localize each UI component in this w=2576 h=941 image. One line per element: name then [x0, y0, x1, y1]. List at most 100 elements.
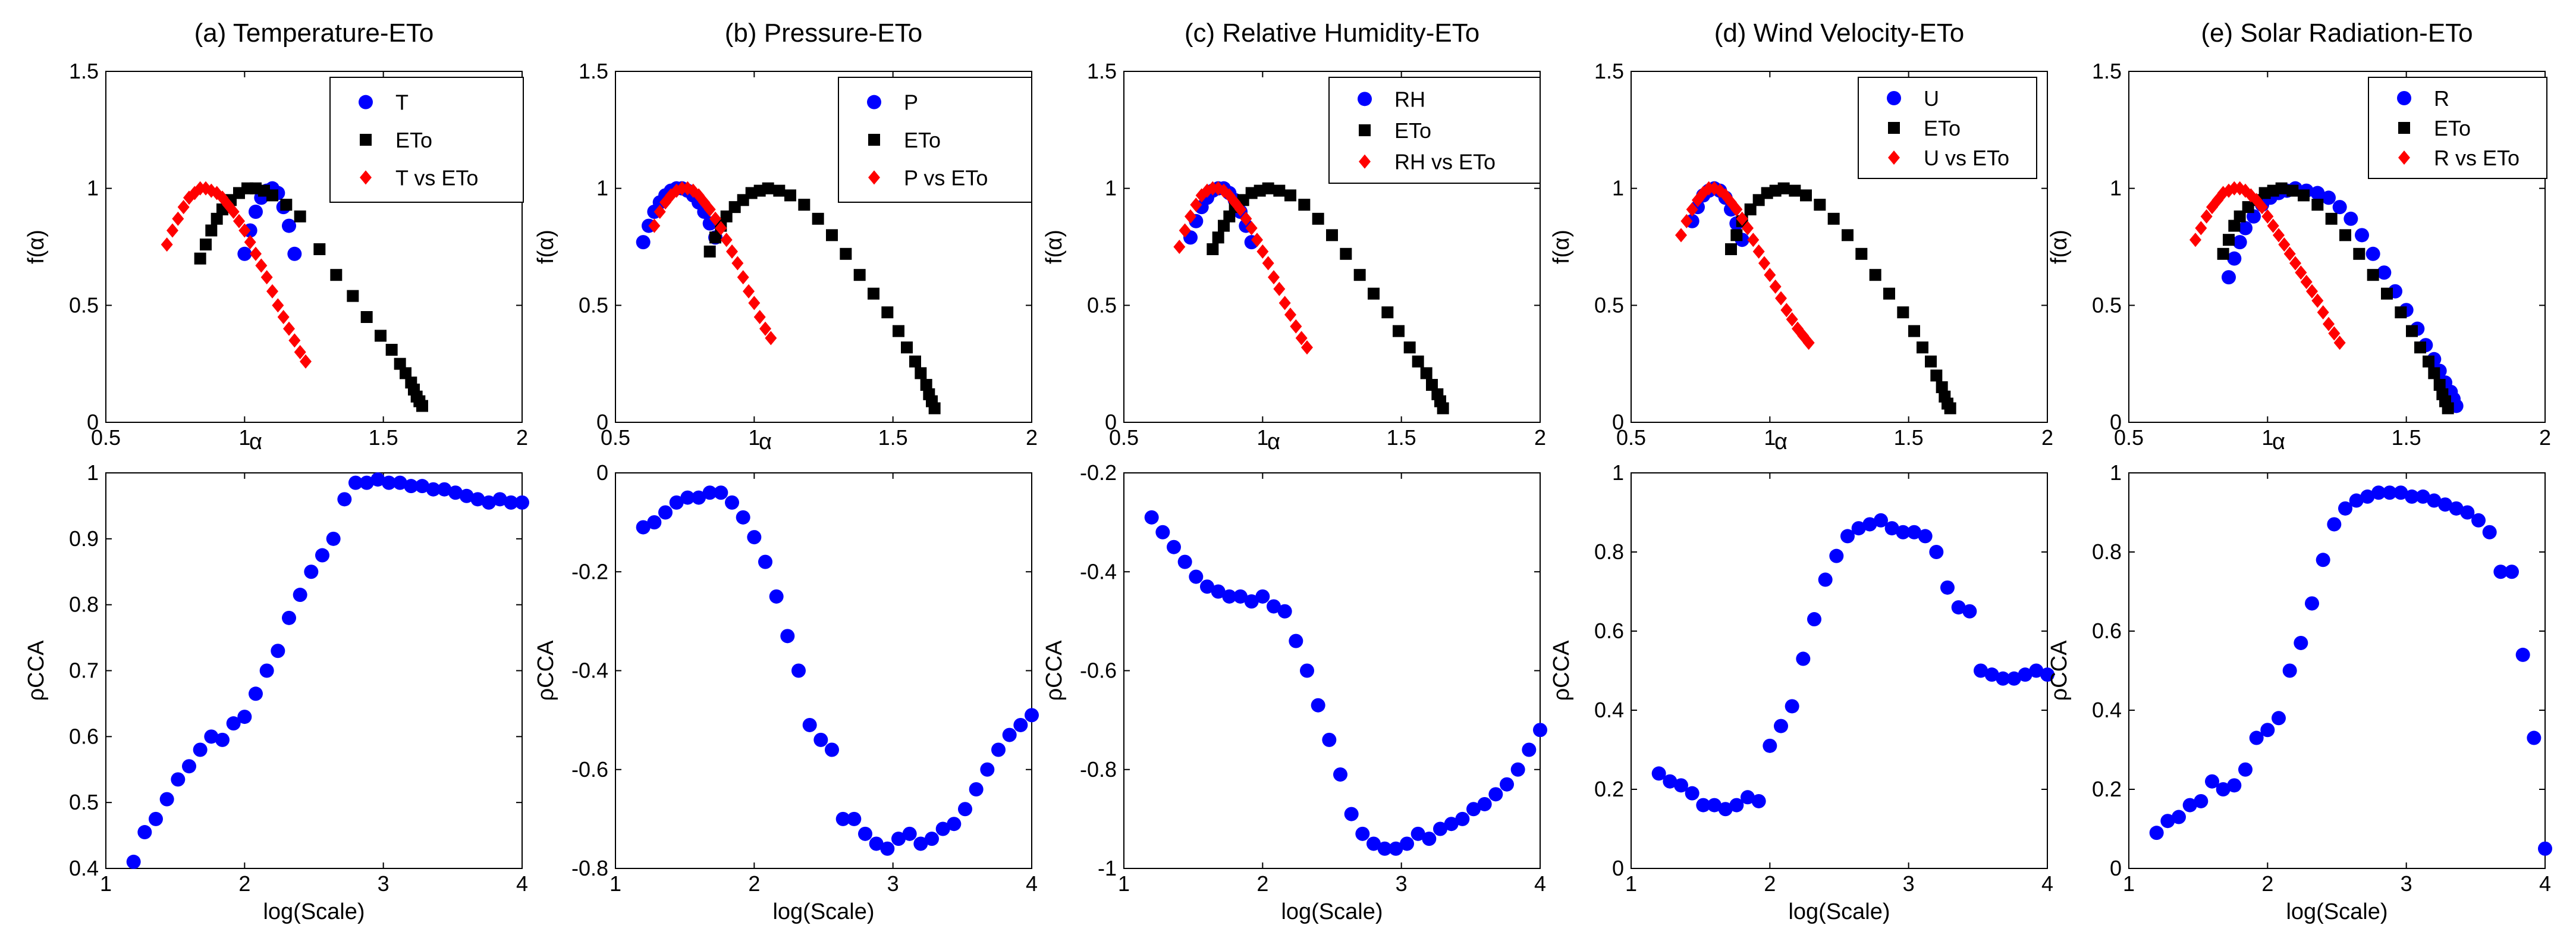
data-point [658, 505, 673, 520]
y-tick-label: -0.8 [1080, 757, 1117, 782]
x-tick-label: 1.5 [1387, 425, 1416, 450]
legend-marker [1358, 92, 1372, 106]
data-point [293, 588, 307, 603]
data-point [780, 629, 795, 644]
data-point [1333, 767, 1347, 782]
x-axis-label: α [249, 429, 262, 454]
data-point [2029, 663, 2044, 678]
data-point [2222, 270, 2236, 285]
data-point [2328, 326, 2341, 341]
series-2 [648, 181, 777, 346]
panel-3: 0.5 1 1.5 200.511.5(d) Wind Velocity-EToαf(… [1549, 18, 2053, 454]
data-point [1829, 548, 1844, 563]
series-2 [1675, 181, 1815, 350]
data-point [2377, 265, 2392, 280]
data-point [812, 212, 824, 225]
x-tick-label: 4 [1534, 871, 1546, 896]
x-tick-label: 2 [516, 425, 528, 450]
data-point [703, 245, 716, 258]
y-tick-label: 0.6 [1594, 619, 1624, 643]
data-point [1729, 798, 1744, 813]
data-point [2232, 235, 2247, 250]
data-point [1422, 832, 1437, 846]
data-point [2442, 402, 2454, 415]
chart-title: (e) Solar Radiation-ETo [2201, 18, 2473, 48]
data-point [913, 836, 928, 851]
x-tick-label: 4 [516, 871, 528, 896]
data-point [313, 243, 326, 255]
data-point [2205, 774, 2219, 789]
x-tick-label: 2 [2539, 425, 2551, 450]
data-point [1412, 355, 1424, 368]
data-point [1420, 367, 1432, 379]
data-point [1874, 513, 1888, 528]
data-point [1936, 381, 1948, 393]
data-point [2216, 782, 2231, 796]
data-point [991, 742, 1006, 757]
data-point [2515, 647, 2530, 662]
data-point [901, 341, 913, 354]
data-point [266, 189, 278, 202]
x-tick-label: 0.5 [91, 425, 121, 450]
legend-entry: T [395, 90, 409, 115]
panel-2: 0.5 1 1.5 200.511.5(c) Relative Humidity-ET… [1042, 18, 1546, 454]
data-point [2272, 711, 2286, 726]
data-point [1500, 777, 1514, 792]
data-point [282, 610, 296, 625]
data-point [2371, 485, 2386, 500]
data-point [1896, 525, 1911, 539]
data-point [347, 290, 359, 302]
legend-marker [2397, 91, 2411, 105]
legend-marker [1888, 150, 1900, 165]
data-point [359, 475, 374, 490]
data-point [1855, 247, 1868, 260]
y-tick-label: 0 [87, 410, 99, 434]
x-axis-label: α [1267, 429, 1280, 454]
data-point [709, 211, 721, 226]
axes-frame [615, 71, 1032, 423]
legend-marker [1887, 91, 1901, 105]
data-point [731, 256, 744, 271]
chart-title: (c) Relative Humidity-ETo [1185, 18, 1479, 48]
data-point [1769, 279, 1782, 294]
data-point [315, 548, 329, 563]
data-point [1400, 836, 1414, 851]
data-point [2471, 513, 2486, 528]
legend-entry: U vs ETo [1924, 146, 2009, 170]
data-point [272, 298, 284, 313]
data-point [2355, 228, 2369, 243]
y-tick-label: 1 [1105, 176, 1117, 200]
data-point [720, 233, 733, 247]
data-point [2395, 306, 2407, 319]
series-0 [1144, 510, 1547, 856]
data-point [459, 488, 474, 503]
series-0 [636, 485, 1039, 856]
x-tick-label: 2 [748, 871, 760, 896]
axes-frame [105, 472, 523, 869]
x-axis-label: log(Scale) [772, 899, 874, 924]
data-point [280, 199, 293, 211]
y-axis-label: ρCCA [533, 640, 558, 701]
data-point [2283, 246, 2296, 261]
data-point [2289, 256, 2301, 271]
data-point [915, 367, 927, 379]
data-point [2267, 218, 2279, 233]
data-point [2493, 564, 2508, 579]
data-point [2195, 221, 2207, 236]
data-point [2294, 635, 2308, 650]
x-tick-label: 3 [1396, 871, 1408, 896]
legend-marker [359, 95, 373, 109]
data-point [1366, 836, 1381, 851]
series-1 [703, 182, 941, 415]
x-tick-label: 4 [2539, 871, 2551, 896]
data-point [1707, 798, 1721, 813]
y-tick-label: 0.4 [1594, 698, 1624, 722]
data-point [2365, 246, 2380, 261]
data-point [2217, 247, 2229, 260]
data-point [1696, 798, 1711, 813]
data-point [753, 310, 766, 324]
legend-entry: ETo [395, 128, 432, 152]
data-point [702, 485, 717, 500]
x-tick-label: 1 [1118, 871, 1130, 896]
x-tick-label: 3 [378, 871, 389, 896]
